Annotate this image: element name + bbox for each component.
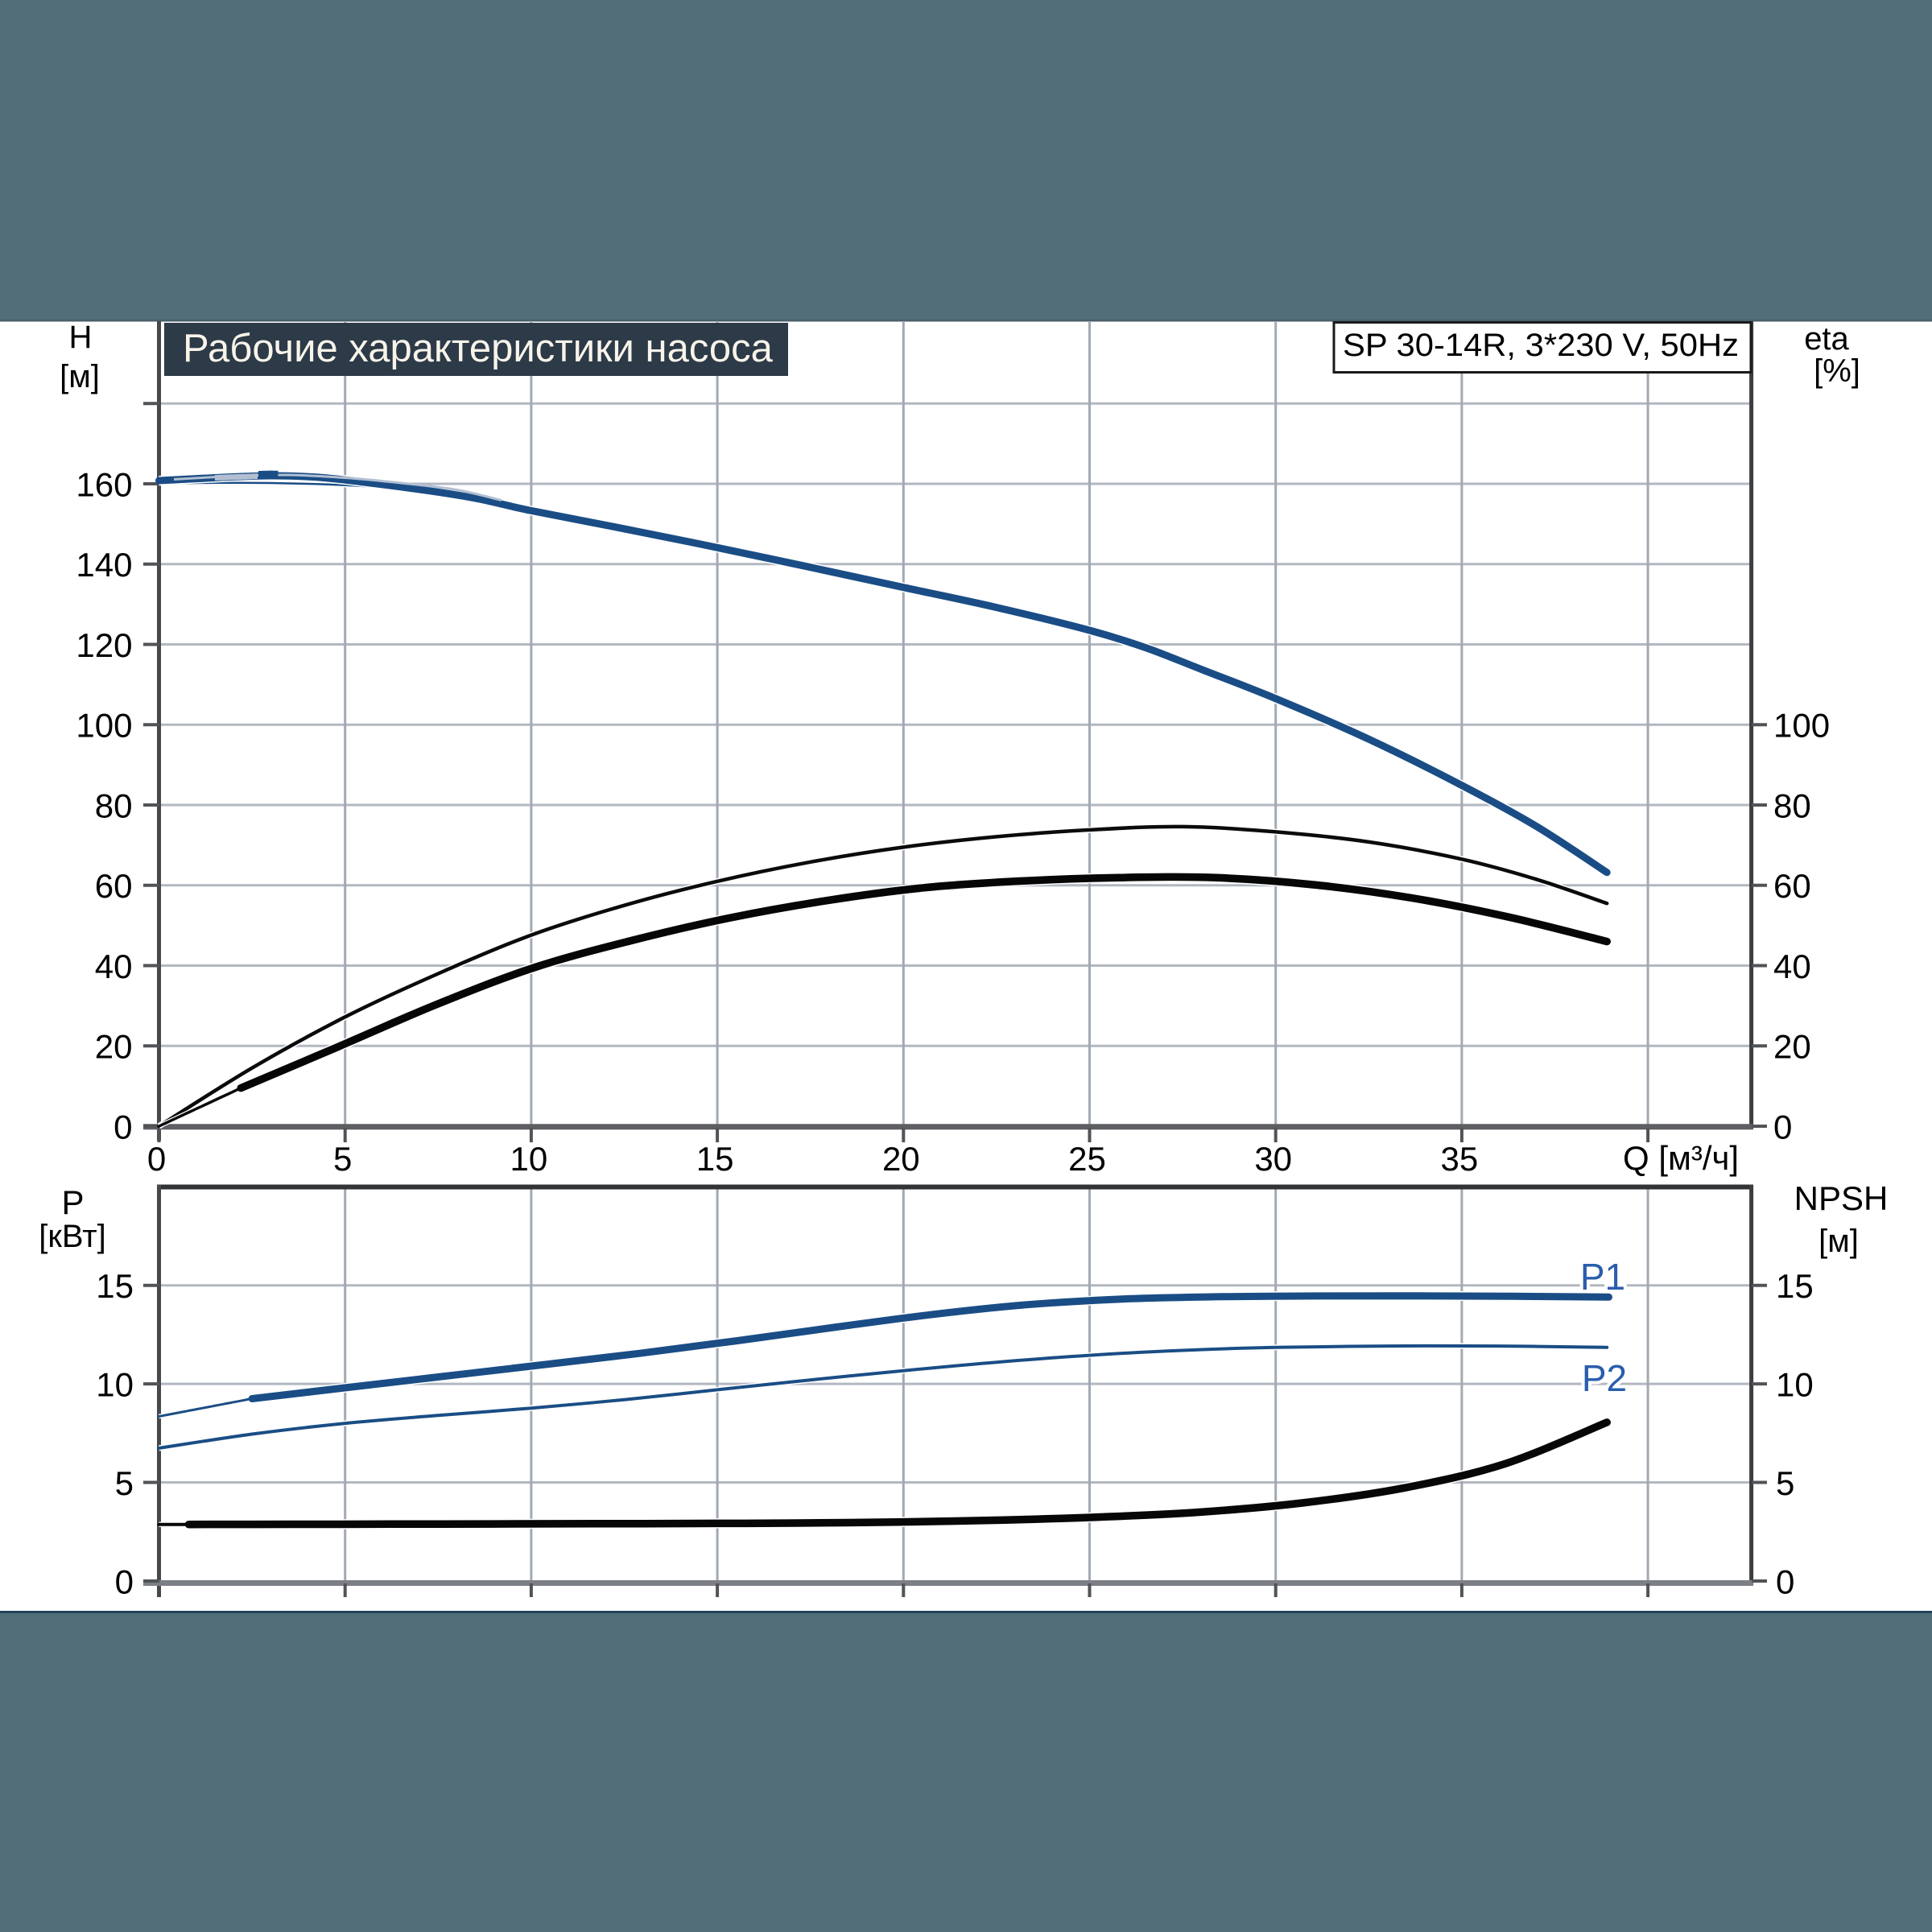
svg-text:[м]: [м]: [60, 359, 100, 394]
svg-text:40: 40: [95, 947, 133, 985]
svg-text:140: 140: [76, 546, 132, 584]
svg-text:[кВт]: [кВт]: [39, 1219, 105, 1254]
svg-text:P: P: [61, 1183, 84, 1221]
svg-text:[%]: [%]: [1814, 353, 1860, 389]
svg-text:15: 15: [696, 1140, 734, 1178]
svg-text:NPSH: NPSH: [1794, 1179, 1889, 1217]
svg-text:10: 10: [96, 1365, 134, 1403]
svg-text:80: 80: [95, 786, 133, 824]
svg-text:120: 120: [76, 626, 132, 664]
svg-text:0: 0: [147, 1140, 166, 1178]
svg-text:Рабочие характеристики насоса: Рабочие характеристики насоса: [183, 327, 774, 370]
svg-text:0: 0: [1776, 1563, 1794, 1600]
svg-text:0: 0: [115, 1563, 134, 1600]
svg-text:5: 5: [115, 1464, 134, 1502]
svg-text:40: 40: [1773, 947, 1811, 985]
svg-text:35: 35: [1441, 1140, 1479, 1178]
svg-text:15: 15: [96, 1267, 134, 1305]
svg-text:20: 20: [882, 1140, 920, 1178]
svg-text:10: 10: [510, 1140, 548, 1178]
svg-text:160: 160: [76, 465, 132, 503]
svg-text:0: 0: [114, 1108, 132, 1146]
svg-text:60: 60: [95, 867, 133, 905]
svg-text:Q [м³/ч]: Q [м³/ч]: [1623, 1139, 1739, 1177]
svg-text:P2: P2: [1582, 1357, 1627, 1399]
svg-text:100: 100: [76, 707, 132, 745]
svg-text:5: 5: [333, 1140, 352, 1178]
svg-text:30: 30: [1254, 1140, 1292, 1178]
svg-text:0: 0: [1773, 1108, 1792, 1146]
svg-text:60: 60: [1773, 867, 1811, 905]
svg-text:SP 30-14R, 3*230 V, 50Hz: SP 30-14R, 3*230 V, 50Hz: [1343, 328, 1739, 363]
svg-text:80: 80: [1773, 786, 1811, 824]
svg-text:100: 100: [1773, 707, 1830, 745]
svg-text:eta: eta: [1804, 321, 1849, 357]
svg-text:P1: P1: [1580, 1256, 1625, 1298]
svg-text:10: 10: [1776, 1365, 1814, 1403]
svg-text:20: 20: [95, 1028, 133, 1066]
svg-text:20: 20: [1773, 1028, 1811, 1066]
svg-text:H: H: [69, 320, 93, 355]
svg-text:25: 25: [1068, 1140, 1106, 1178]
svg-text:5: 5: [1776, 1464, 1794, 1502]
svg-text:15: 15: [1776, 1267, 1814, 1305]
svg-text:[м]: [м]: [1818, 1224, 1859, 1259]
